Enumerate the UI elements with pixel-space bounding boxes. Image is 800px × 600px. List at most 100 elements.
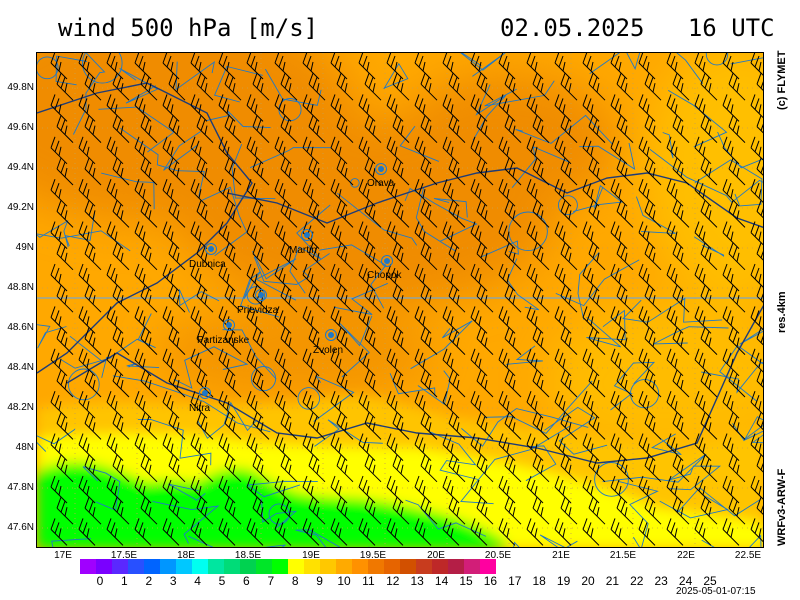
longitude-label: 22.5E [734, 550, 762, 561]
barb-feather [284, 501, 290, 513]
barb-feather [504, 412, 510, 424]
barb-feather [140, 73, 146, 85]
barb-feather [390, 183, 396, 195]
barb-feather [506, 189, 510, 199]
barb-feather [420, 285, 426, 297]
wind-barb [280, 497, 298, 525]
wind-barb [532, 285, 550, 313]
barb-feather [540, 507, 544, 517]
barb-feather [474, 267, 480, 280]
wind-barb [252, 73, 270, 101]
wind-barb [722, 221, 740, 249]
colorbar-swatch [416, 559, 432, 574]
barb-feather [232, 295, 236, 305]
barb-feather [394, 401, 398, 411]
barb-feather [420, 454, 426, 466]
wind-barb [526, 306, 544, 334]
barb-feather [728, 115, 734, 127]
wind-barb [442, 221, 460, 249]
barb-feather [56, 115, 62, 127]
barb-feather [56, 242, 62, 254]
barb-feather [64, 507, 68, 517]
barb-feather [366, 231, 370, 241]
barb-feather [480, 204, 486, 216]
barb-feather [142, 231, 146, 241]
district-border [677, 487, 762, 517]
barb-feather [596, 252, 600, 262]
wind-barb [364, 327, 382, 355]
barb-feather [344, 507, 348, 517]
barb-feather [564, 458, 570, 470]
district-border [72, 53, 106, 135]
barb-feather [196, 200, 202, 212]
wind-barb [330, 391, 348, 419]
wind-barb [470, 433, 488, 461]
barb-feather [670, 225, 676, 237]
barb-feather [624, 464, 628, 474]
wind-barb [414, 306, 432, 334]
barb-feather [86, 273, 90, 284]
barb-feather [60, 77, 66, 89]
wind-barb [672, 73, 690, 101]
barb-feather [302, 179, 308, 191]
barb-feather [368, 373, 374, 386]
barb-feather [88, 119, 94, 131]
barb-feather [512, 379, 516, 390]
wind-barb [420, 242, 438, 271]
district-border [483, 380, 593, 434]
barb-feather [618, 104, 622, 114]
city-ring [381, 255, 393, 267]
wind-barb [672, 157, 690, 186]
wind-barb [84, 412, 102, 440]
city-dot [378, 166, 384, 172]
barb-feather [140, 454, 146, 466]
barb-feather [218, 221, 224, 233]
wind-barb [588, 454, 606, 483]
barb-feather [340, 331, 346, 343]
longitude-label: 20.5E [484, 550, 512, 561]
barb-feather [246, 136, 252, 148]
barb-feather [84, 497, 90, 509]
barb-feather [358, 136, 364, 148]
latitude-label: 49.2N [7, 202, 34, 213]
wind-barb [442, 136, 460, 165]
wind-barb [134, 263, 152, 292]
district-border [676, 53, 704, 84]
barb-feather [506, 61, 510, 72]
wind-barb [554, 475, 572, 504]
barb-feather [698, 267, 704, 280]
district-border [749, 534, 762, 547]
barb-feather [176, 337, 180, 347]
wind-barb [554, 348, 572, 377]
wind-barb [78, 53, 96, 80]
wind-barb [420, 200, 438, 228]
barb-feather [726, 267, 732, 280]
district-border [622, 297, 723, 323]
barb-feather [330, 348, 336, 360]
barb-feather [674, 189, 678, 199]
barb-feather [362, 352, 368, 364]
wind-barb [106, 221, 124, 249]
barb-feather [442, 475, 448, 488]
wind-barb [476, 242, 494, 271]
wind-barb [616, 327, 634, 355]
wind-barb [582, 179, 600, 207]
barb-staff [476, 126, 494, 143]
wind-barb [666, 53, 684, 80]
barb-feather [278, 267, 284, 280]
barb-feather [232, 252, 236, 262]
barb-feather [336, 73, 342, 85]
barb-feather [60, 204, 66, 216]
barb-staff [756, 507, 763, 515]
city-label: Chopok [367, 270, 402, 281]
barb-feather [694, 179, 700, 191]
wind-barb [190, 518, 208, 546]
wind-barb [196, 327, 214, 355]
latitude-label: 48.8N [7, 282, 34, 293]
barb-feather [508, 458, 514, 470]
barb-feather [618, 485, 622, 496]
barb-feather [284, 373, 290, 386]
wind-barb [414, 391, 432, 419]
wind-barb [308, 200, 326, 228]
wind-barb [526, 179, 544, 207]
